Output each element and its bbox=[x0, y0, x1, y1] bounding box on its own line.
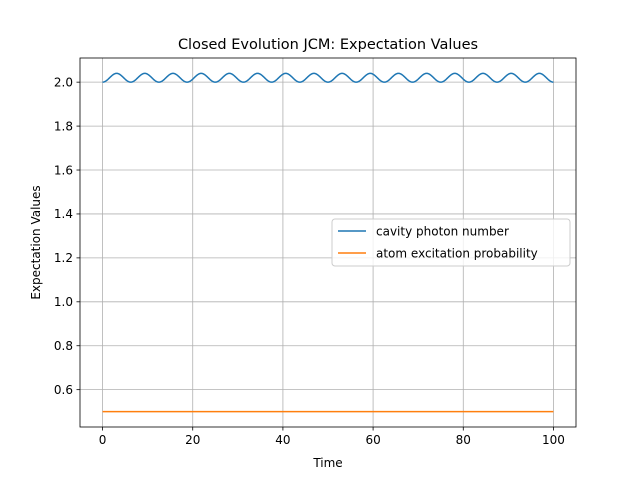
x-tick-label: 0 bbox=[99, 433, 107, 447]
y-axis-label: Expectation Values bbox=[29, 185, 43, 299]
x-tick-label: 80 bbox=[456, 433, 471, 447]
y-tick-label: 0.6 bbox=[54, 383, 73, 397]
y-tick-label: 1.8 bbox=[54, 119, 73, 133]
legend-box bbox=[331, 218, 571, 267]
y-tick-label: 1.2 bbox=[54, 251, 73, 265]
y-axis-ticks: 0.6 0.8 1.0 1.2 1.4 1.6 1.8 2.0 bbox=[54, 75, 80, 397]
x-tick-label: 40 bbox=[275, 433, 290, 447]
chart-title: Closed Evolution JCM: Expectation Values bbox=[178, 37, 478, 53]
legend-label-atom-excitation-probability: atom excitation probability bbox=[376, 247, 538, 261]
x-tick-label: 20 bbox=[185, 433, 200, 447]
x-axis-label: Time bbox=[312, 456, 342, 470]
legend: cavity photon number atom excitation pro… bbox=[331, 218, 571, 267]
x-axis-ticks: 0 20 40 60 80 100 bbox=[99, 427, 565, 447]
y-tick-label: 2.0 bbox=[54, 75, 73, 89]
series-cavity-photon-number bbox=[102, 72, 554, 83]
grid-lines bbox=[80, 58, 576, 427]
legend-label-cavity-photon-number: cavity photon number bbox=[376, 225, 509, 239]
y-tick-label: 1.4 bbox=[54, 207, 73, 221]
x-tick-label: 100 bbox=[542, 433, 565, 447]
plot-frame bbox=[79, 57, 577, 428]
y-tick-label: 1.6 bbox=[54, 163, 73, 177]
x-tick-label: 60 bbox=[365, 433, 380, 447]
y-tick-label: 1.0 bbox=[54, 295, 73, 309]
series-lines bbox=[102, 72, 554, 413]
y-tick-label: 0.8 bbox=[54, 339, 73, 353]
